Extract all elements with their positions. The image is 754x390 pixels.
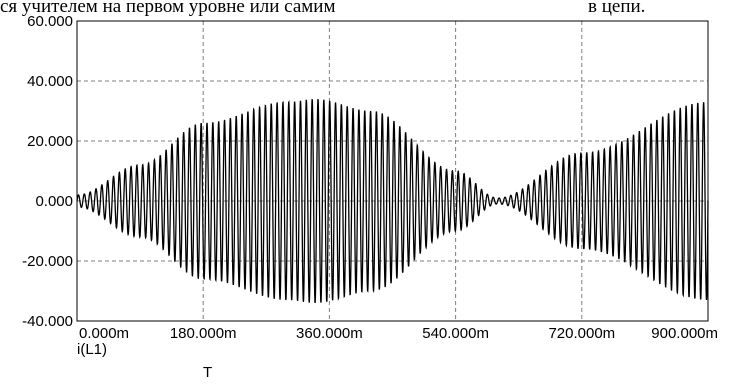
y-axis-label: i(L1) <box>77 341 107 358</box>
series-line <box>76 99 709 304</box>
x-tick-label: 0.000m <box>79 325 129 342</box>
x-tick-label: 900.000m <box>651 325 718 342</box>
y-tick-label: 20.000 <box>27 133 73 150</box>
y-tick-label: -40.000 <box>22 313 73 330</box>
y-tick-label: 40.000 <box>27 73 73 90</box>
header-text-left: ся учителем на первом уровне или самим <box>0 0 336 16</box>
plot-frame <box>76 20 709 322</box>
x-tick-label: 720.000m <box>548 325 615 342</box>
y-tick-label: 60.000 <box>27 13 73 30</box>
y-axis-ticks: 60.000 40.000 20.000 0.000 -20.000 -40.000 <box>22 13 73 330</box>
x-tick-label: 540.000m <box>422 325 489 342</box>
y-tick-label: 0.000 <box>35 193 73 210</box>
page-header-text: ся учителем на первом уровне или самим в… <box>0 0 754 16</box>
x-tick-label: 360.000m <box>296 325 363 342</box>
x-axis-label: T <box>203 364 212 381</box>
y-tick-label: -20.000 <box>22 253 73 270</box>
x-tick-label: 180.000m <box>170 325 237 342</box>
header-text-right: в цепи. <box>588 0 646 16</box>
x-axis-ticks: 0.000m 180.000m 360.000m 540.000m 720.000m 90… <box>79 325 718 342</box>
